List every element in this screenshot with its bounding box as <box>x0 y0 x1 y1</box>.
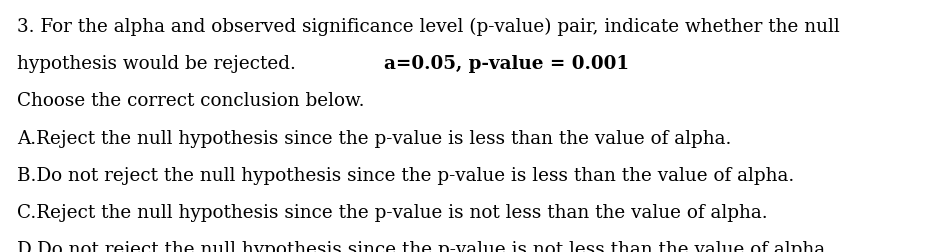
Text: hypothesis would be rejected.: hypothesis would be rejected. <box>17 55 302 73</box>
Text: A.Reject the null hypothesis since the p-value is less than the value of alpha.: A.Reject the null hypothesis since the p… <box>17 130 731 147</box>
Text: a=0.05, p-value = 0.001: a=0.05, p-value = 0.001 <box>384 55 629 73</box>
Text: B.Do not reject the null hypothesis since the p-value is less than the value of : B.Do not reject the null hypothesis sinc… <box>17 167 794 185</box>
Text: C.Reject the null hypothesis since the p-value is not less than the value of alp: C.Reject the null hypothesis since the p… <box>17 204 767 222</box>
Text: Choose the correct conclusion below.: Choose the correct conclusion below. <box>17 92 364 110</box>
Text: 3. For the alpha and observed significance level (p-value) pair, indicate whethe: 3. For the alpha and observed significan… <box>17 18 839 36</box>
Text: D.Do not reject the null hypothesis since the p-value is not less than the value: D.Do not reject the null hypothesis sinc… <box>17 241 825 252</box>
